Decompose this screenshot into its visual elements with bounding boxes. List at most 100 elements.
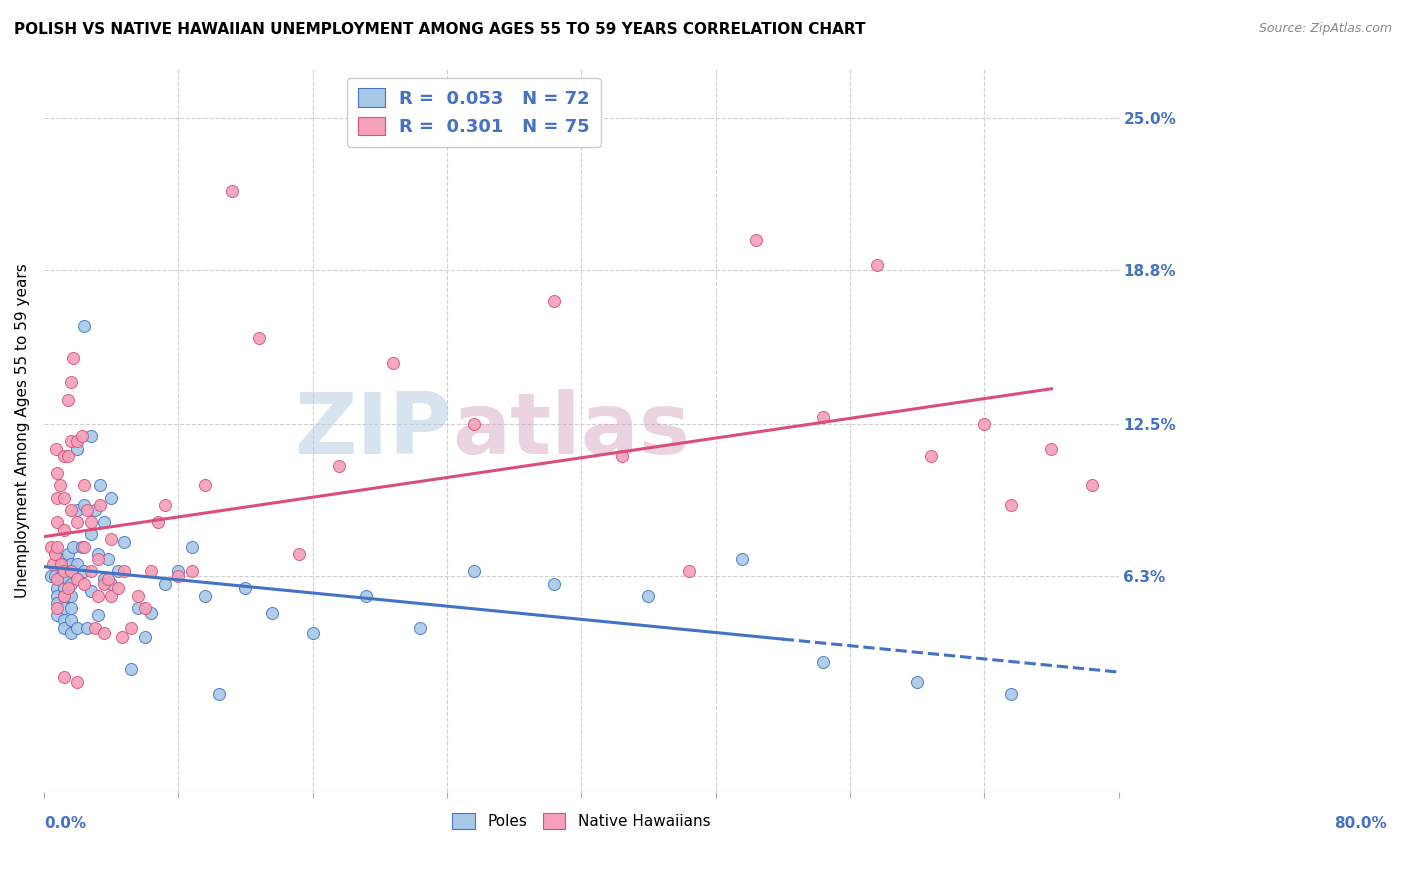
Point [53, 572, 76, 586]
Point [207, 687, 229, 701]
Point [920, 449, 942, 463]
Point [84, 503, 107, 517]
Point [66, 674, 89, 689]
Point [59, 376, 82, 390]
Point [73, 478, 96, 492]
Point [89, 498, 111, 512]
Text: 0.0%: 0.0% [44, 816, 86, 830]
Point [59, 576, 82, 591]
Point [610, 449, 633, 463]
Text: atlas: atlas [453, 389, 690, 472]
Point [247, 331, 270, 345]
Point [46, 596, 69, 610]
Point [53, 582, 76, 596]
Point [53, 670, 76, 684]
Point [56, 449, 79, 463]
Point [53, 621, 76, 635]
Point [80, 515, 103, 529]
Point [107, 582, 129, 596]
Point [97, 552, 120, 566]
Point [76, 621, 98, 635]
Point [59, 613, 82, 627]
Point [59, 503, 82, 517]
Point [107, 564, 129, 578]
Y-axis label: Unemployment Among Ages 55 to 59 years: Unemployment Among Ages 55 to 59 years [15, 263, 30, 598]
Point [56, 572, 79, 586]
Point [93, 576, 115, 591]
Text: 80.0%: 80.0% [1334, 816, 1388, 830]
Point [356, 589, 378, 603]
Point [463, 417, 485, 431]
Point [80, 564, 103, 578]
Point [59, 564, 82, 578]
Point [153, 498, 176, 512]
Point [76, 503, 98, 517]
Point [127, 589, 149, 603]
Point [678, 564, 700, 578]
Point [56, 559, 79, 574]
Text: ZIP: ZIP [294, 389, 453, 472]
Point [167, 564, 190, 578]
Point [180, 540, 202, 554]
Point [409, 621, 432, 635]
Point [637, 589, 659, 603]
Point [1000, 498, 1022, 512]
Point [51, 557, 73, 571]
Point [44, 569, 66, 583]
Point [235, 582, 257, 596]
Point [86, 552, 108, 566]
Point [114, 534, 136, 549]
Point [46, 589, 69, 603]
Point [1080, 478, 1102, 492]
Point [70, 429, 93, 443]
Point [288, 547, 311, 561]
Point [262, 606, 284, 620]
Point [973, 417, 995, 431]
Point [146, 515, 169, 529]
Point [53, 613, 76, 627]
Point [80, 527, 103, 541]
Point [328, 458, 350, 473]
Point [53, 589, 76, 603]
Point [73, 564, 96, 578]
Point [93, 572, 115, 586]
Point [46, 601, 69, 615]
Point [51, 569, 73, 583]
Point [53, 491, 76, 505]
Point [73, 318, 96, 333]
Point [543, 294, 565, 309]
Point [66, 434, 89, 449]
Point [100, 533, 122, 547]
Point [59, 434, 82, 449]
Text: POLISH VS NATIVE HAWAIIAN UNEMPLOYMENT AMONG AGES 55 TO 59 YEARS CORRELATION CHA: POLISH VS NATIVE HAWAIIAN UNEMPLOYMENT A… [14, 22, 866, 37]
Point [73, 576, 96, 591]
Point [811, 655, 834, 669]
Point [141, 606, 163, 620]
Point [56, 589, 79, 603]
Point [56, 582, 79, 596]
Point [543, 576, 565, 591]
Point [66, 572, 89, 586]
Point [73, 540, 96, 554]
Point [53, 449, 76, 463]
Point [120, 621, 142, 635]
Point [84, 621, 107, 635]
Point [56, 547, 79, 561]
Point [100, 589, 122, 603]
Point [53, 523, 76, 537]
Point [39, 540, 62, 554]
Point [73, 498, 96, 512]
Point [46, 540, 69, 554]
Point [141, 564, 163, 578]
Point [62, 540, 84, 554]
Point [221, 184, 243, 198]
Point [46, 582, 69, 596]
Point [53, 557, 76, 571]
Point [49, 552, 72, 566]
Point [66, 557, 89, 571]
Point [80, 583, 103, 598]
Point [86, 589, 108, 603]
Point [62, 351, 84, 365]
Point [66, 442, 89, 456]
Point [86, 608, 108, 623]
